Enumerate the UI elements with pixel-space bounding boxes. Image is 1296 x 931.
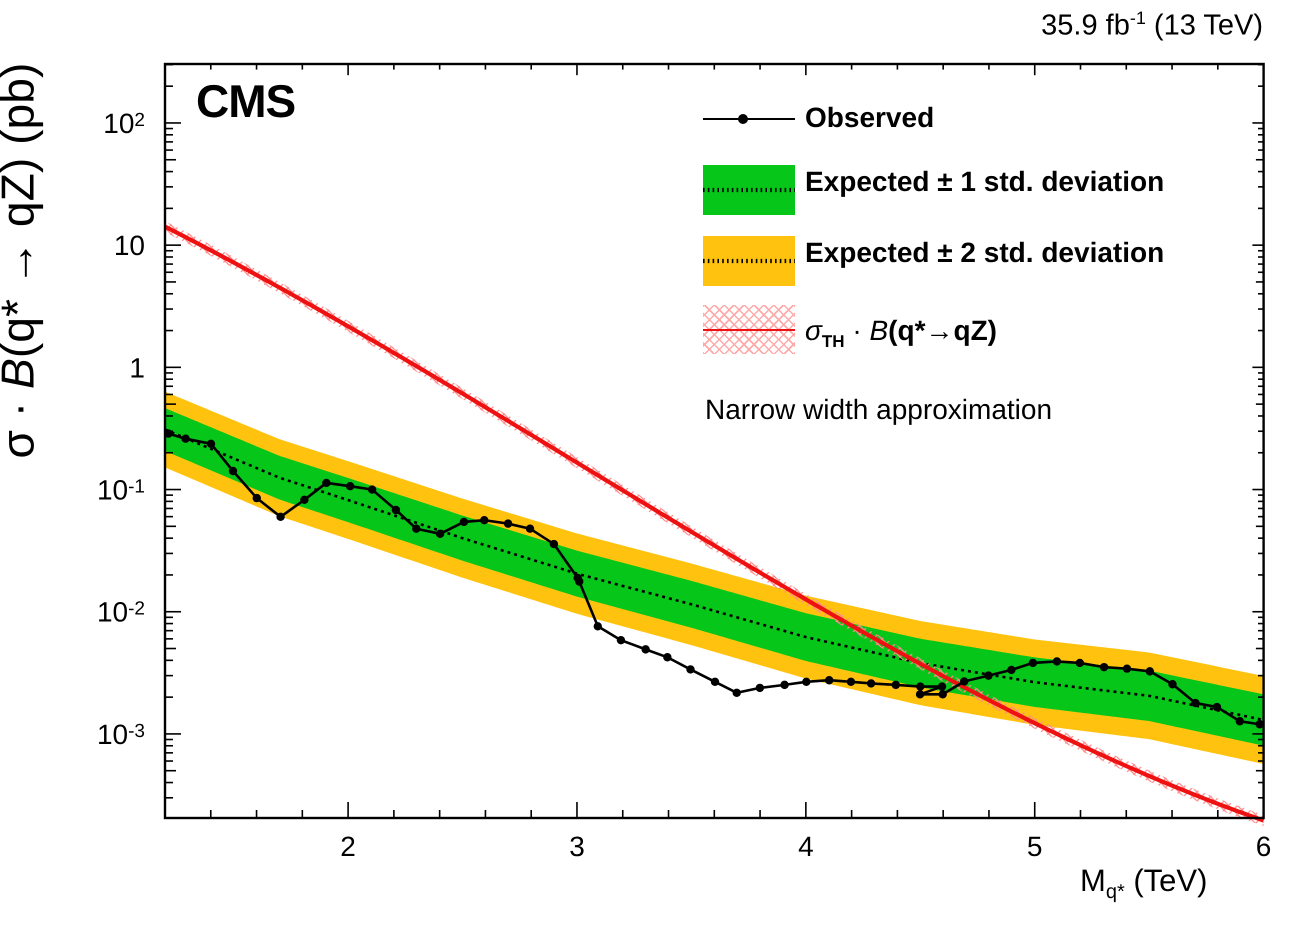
svg-text:6: 6 xyxy=(1256,831,1272,862)
svg-text:1: 1 xyxy=(129,352,145,383)
svg-text:10: 10 xyxy=(114,230,145,261)
svg-text:5: 5 xyxy=(1027,831,1043,862)
svg-text:3: 3 xyxy=(569,831,585,862)
svg-text:4: 4 xyxy=(798,831,814,862)
svg-text:2: 2 xyxy=(340,831,356,862)
